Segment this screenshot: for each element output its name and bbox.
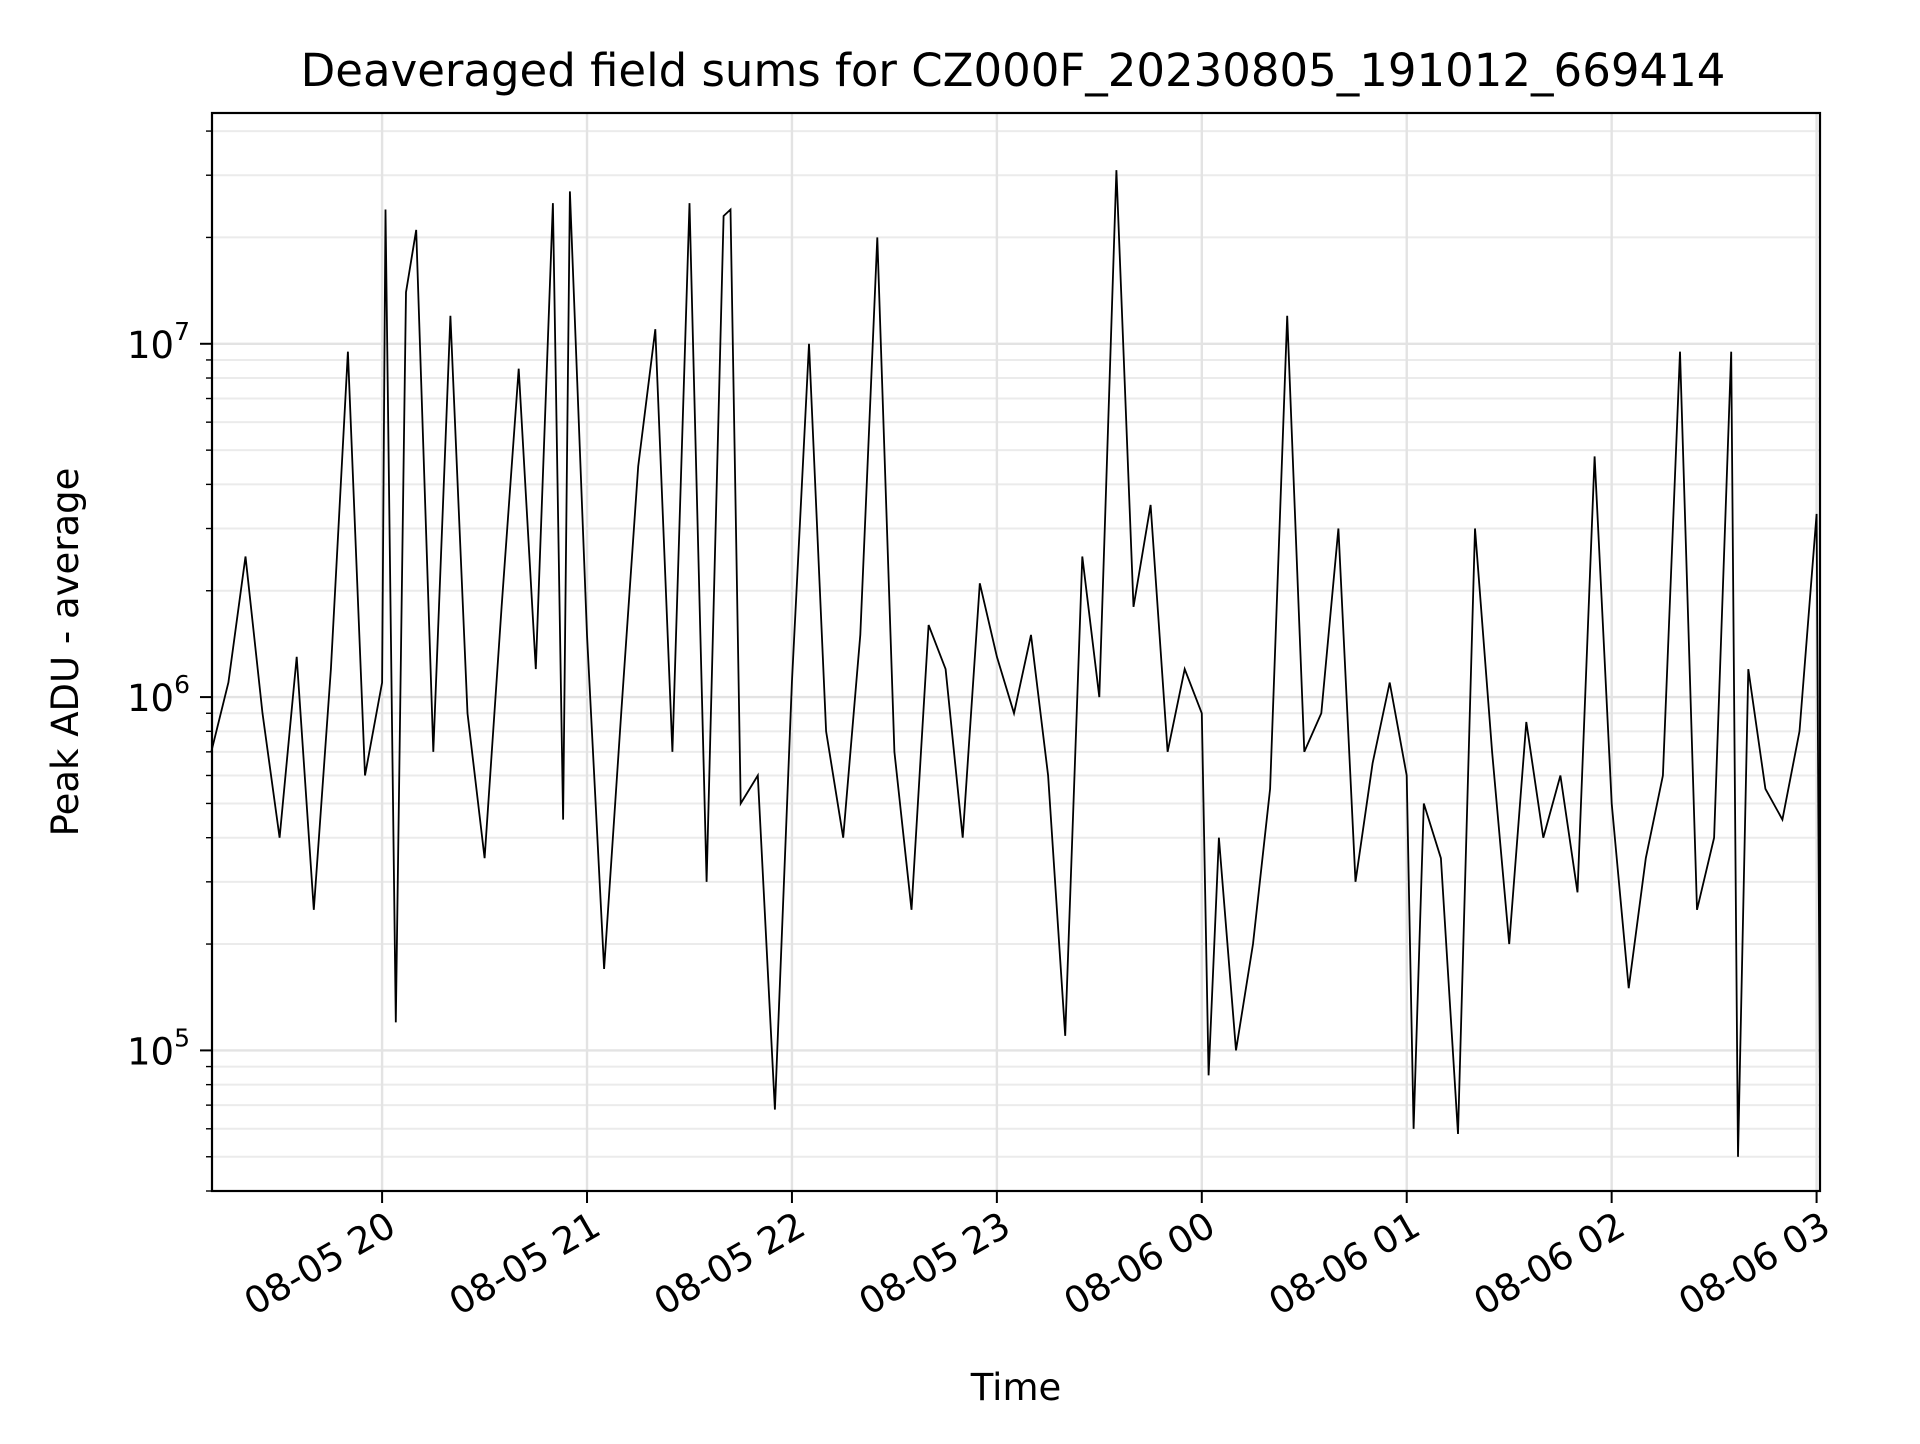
y-tick-label: 106 [127,670,190,720]
y-tick-label: 107 [127,317,190,367]
series-layer [210,170,1821,1157]
series-line-0 [210,170,1821,1157]
y-axis-label: Peak ADU - average [44,468,87,837]
chart-title: Deaveraged field sums for CZ000F_2023080… [301,44,1726,97]
y-tick-label: 105 [127,1023,190,1073]
plot-frame [210,111,1822,1193]
grid-lines [212,113,1820,1192]
x-axis-label: Time [970,1366,1062,1409]
